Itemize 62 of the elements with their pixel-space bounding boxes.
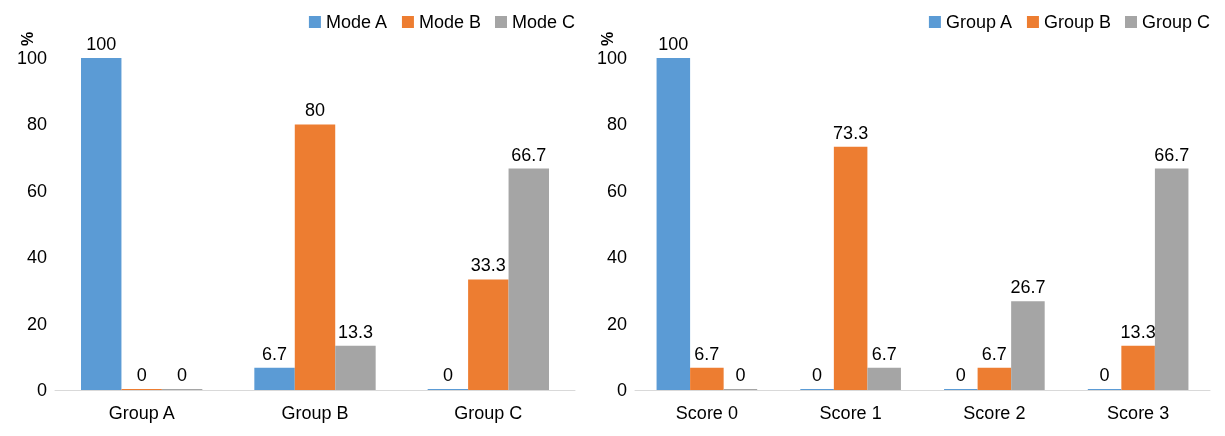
data-label: 0 [442,365,453,385]
data-label: 0 [1099,365,1110,385]
y-tick-label: 20 [26,313,47,334]
bar [656,58,691,390]
bar [81,58,122,390]
legend-label: Mode C [511,12,575,32]
bar [690,367,724,390]
x-tick-label: Score 3 [1107,403,1170,423]
y-tick-label: 0 [616,380,627,400]
legend-label: Group B [1043,12,1111,32]
data-label: 66.7 [1154,144,1190,165]
bar [1011,301,1045,390]
x-tick-label: Score 2 [963,403,1026,423]
data-label: 0 [955,365,966,385]
x-tick-label: Group C [454,403,523,423]
y-tick-label: 0 [36,380,47,400]
y-tick-label: 20 [606,313,627,334]
legend-label: Group C [1141,12,1210,32]
y-tick-label: 80 [606,114,627,135]
legend-label: Mode A [325,12,387,32]
data-label: 0 [177,365,188,385]
data-label: 13.3 [1120,321,1156,342]
y-tick-label: 80 [26,114,47,135]
legend-label: Group A [945,12,1012,32]
x-tick-label: Score 1 [819,403,882,423]
y-axis-title: % [18,31,36,47]
data-label: 80 [304,100,326,121]
y-tick-label: 100 [596,48,627,68]
y-axis-title: % [598,31,616,47]
bar [1154,168,1189,390]
data-label: 100 [658,34,689,54]
bar [977,367,1012,390]
data-label: 0 [735,365,746,385]
y-tick-label: 40 [606,247,627,268]
bar [867,367,901,390]
x-tick-label: Group A [108,403,175,423]
data-label: 66.7 [511,144,547,165]
data-label: 6.7 [694,343,720,364]
data-label: 0 [136,365,147,385]
data-label: 26.7 [1010,277,1046,298]
data-label: 33.3 [470,255,506,276]
data-label: 73.3 [833,122,869,143]
y-tick-label: 40 [26,247,47,268]
bar [508,168,549,390]
bar [335,345,376,390]
data-label: 6.7 [262,343,288,364]
y-tick-label: 100 [16,48,47,68]
x-tick-label: Group B [281,403,349,423]
bar [254,367,295,390]
x-tick-label: Score 0 [675,403,738,423]
bar [294,124,336,390]
data-label: 6.7 [871,343,897,364]
bar [833,146,868,390]
y-tick-label: 60 [26,180,47,201]
data-label: 0 [812,365,823,385]
legend-label: Mode B [418,12,481,32]
bar [468,279,509,390]
y-tick-label: 60 [606,180,627,201]
data-label: 13.3 [337,321,373,342]
data-label: 6.7 [981,343,1007,364]
bar [1121,345,1155,390]
data-label: 100 [86,34,117,54]
